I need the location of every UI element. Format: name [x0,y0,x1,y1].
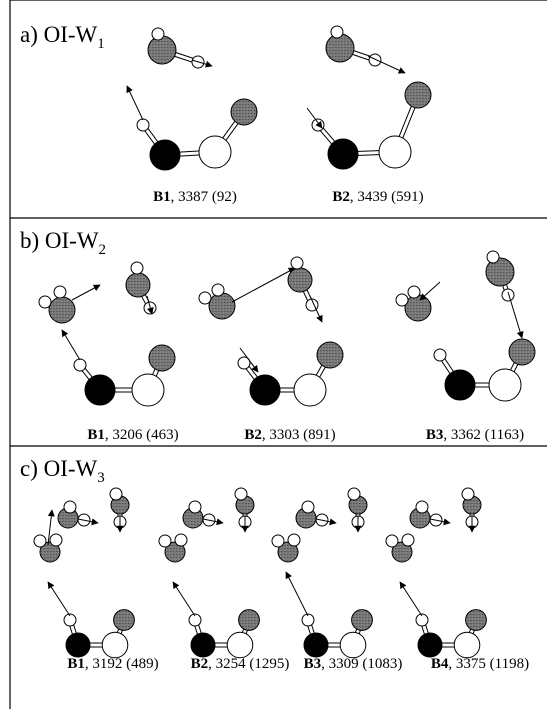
caption: B2, 3303 (891) [244,427,335,443]
caption: B1, 3206 (463) [87,427,178,443]
hydrogen-atom [386,535,398,547]
arrow [400,582,422,616]
arrow [127,86,143,120]
hydrogen-atom [462,488,474,500]
arrow [286,572,308,616]
atom [445,370,475,400]
atom [294,374,326,406]
caption: B3, 3309 (1083) [304,656,403,672]
hydrogen-atom [487,251,499,263]
caption: B2, 3254 (1295) [191,656,290,672]
atom [340,632,366,658]
atom [509,339,535,365]
hydrogen-atom [331,26,343,38]
hydrogen-atom [416,501,428,513]
caption: B3, 3362 (1163) [426,427,524,443]
atom [191,633,215,657]
atom [352,610,373,631]
panel-title: a) OI-W1 [20,22,105,52]
atom [326,34,354,62]
atom [66,633,90,657]
atom [85,375,115,405]
atom [454,632,480,658]
arrow [173,582,195,616]
caption: B4, 3375 (1198) [431,656,529,672]
hydrogen-atom [434,349,446,361]
atom [379,136,411,168]
hydrogen-atom [348,488,360,500]
atom [132,374,164,406]
atom [405,82,431,108]
hydrogen-atom [152,28,164,40]
hydrogen-atom [54,286,66,298]
caption: B2, 3439 (591) [332,189,423,205]
hydrogen-atom [34,535,46,547]
atom [250,375,280,405]
hydrogen-atom [402,534,414,546]
atom [489,369,521,401]
atom [114,610,135,631]
hydrogen-atom [175,534,187,546]
arrow [508,292,522,338]
hydrogen-atom [39,296,51,308]
hydrogen-atom [50,534,62,546]
atom [227,632,253,658]
atom [317,342,343,368]
hydrogen-atom [396,294,408,306]
panel-title: b) OI-W2 [20,228,106,258]
atom [466,610,487,631]
atom [239,610,260,631]
hydrogen-atom [235,488,247,500]
hydrogen-atom [502,289,514,301]
atom [231,99,257,125]
panel-title: c) OI-W3 [20,456,105,486]
atom [328,139,358,169]
arrow [232,268,295,302]
atom [209,293,235,319]
hydrogen-atom [302,501,314,513]
hydrogen-atom [199,292,211,304]
hydrogen-atom [64,501,76,513]
molecules [34,26,535,658]
hydrogen-atom [110,488,122,500]
caption: B1, 3387 (92) [153,189,237,205]
hydrogen-atom [272,535,284,547]
atom [288,268,312,292]
atom [150,140,180,170]
atom [49,297,75,323]
arrow [420,282,440,300]
atom [148,36,176,64]
hydrogen-atom [408,286,420,298]
hydrogen-atom [291,257,303,269]
atom [304,633,328,657]
hydrogen-atom [288,534,300,546]
arrow [72,285,100,300]
atom [102,632,128,658]
atom [199,136,231,168]
hydrogen-atom [131,262,143,274]
hydrogen-atom [74,359,86,371]
frame [10,0,547,709]
atom [418,633,442,657]
hydrogen-atom [137,119,149,131]
atom [149,345,175,371]
figure: a) OI-W1 b) OI-W2 c) OI-W3 B1, 3387 (92)… [0,0,547,709]
arrow [48,582,70,616]
hydrogen-atom [189,501,201,513]
arrow [62,330,80,360]
hydrogen-atom [159,535,171,547]
caption: B1, 3192 (489) [67,656,158,672]
hydrogen-atom [312,119,324,131]
hydrogen-atom [212,284,224,296]
atom [126,273,150,297]
hydrogen-atom [369,54,381,66]
atom [405,295,431,321]
